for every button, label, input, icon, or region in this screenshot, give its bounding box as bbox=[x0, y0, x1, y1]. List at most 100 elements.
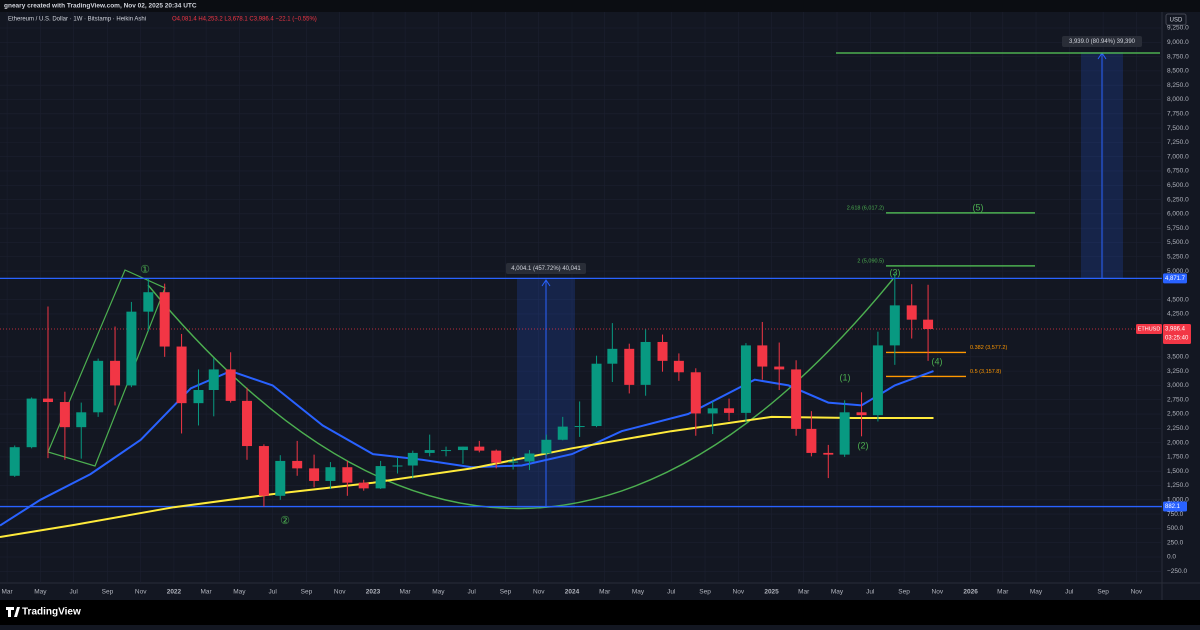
candle-body bbox=[491, 450, 502, 463]
candle-body bbox=[889, 305, 900, 346]
x-tick-label: Mar bbox=[599, 589, 611, 596]
level-label-box bbox=[1163, 501, 1187, 512]
x-tick-label: Sep bbox=[500, 589, 512, 596]
candle-body bbox=[375, 466, 386, 489]
x-tick-label: Nov bbox=[533, 589, 545, 596]
wave-label: (2) bbox=[858, 440, 869, 450]
level-label-box bbox=[1163, 273, 1187, 284]
candle-body bbox=[474, 446, 485, 451]
candle-body bbox=[76, 412, 87, 428]
fib-label: 0.5 (3,157.8) bbox=[970, 369, 1001, 375]
x-tick-label: Sep bbox=[898, 589, 910, 596]
y-tick-label: 3,250.0 bbox=[1167, 368, 1189, 375]
candle-body bbox=[9, 447, 20, 476]
x-tick-label: Jul bbox=[667, 589, 676, 596]
y-tick-label: 750.0 bbox=[1167, 511, 1184, 518]
measure-label: 3,939.0 (80.94%) 39,390 bbox=[1069, 39, 1136, 45]
x-tick-label: May bbox=[632, 589, 645, 596]
candle-body bbox=[607, 348, 618, 364]
candle-body bbox=[292, 460, 303, 469]
x-tick-label: 2025 bbox=[764, 589, 779, 596]
candle-body bbox=[26, 398, 37, 448]
candle-body bbox=[640, 341, 651, 385]
candle-body bbox=[309, 468, 320, 481]
x-tick-label: Sep bbox=[102, 589, 114, 596]
x-tick-label: Sep bbox=[301, 589, 313, 596]
y-tick-label: 6,000.0 bbox=[1167, 211, 1189, 218]
x-tick-label: Nov bbox=[1131, 589, 1143, 596]
x-tick-label: May bbox=[1030, 589, 1043, 596]
candle-body bbox=[242, 400, 253, 447]
candle-body bbox=[325, 467, 336, 481]
y-tick-label: 2,500.0 bbox=[1167, 411, 1189, 418]
x-tick-label: Sep bbox=[699, 589, 711, 596]
candle-body bbox=[806, 428, 817, 453]
y-tick-label: 3,000.0 bbox=[1167, 382, 1189, 389]
x-tick-label: Nov bbox=[932, 589, 944, 596]
wave-label: (4) bbox=[932, 356, 943, 366]
candle-body bbox=[143, 292, 154, 312]
candle-body bbox=[757, 345, 768, 367]
x-tick-label: Jul bbox=[1065, 589, 1074, 596]
x-tick-label: May bbox=[432, 589, 445, 596]
candle-body bbox=[176, 346, 187, 404]
candle-body bbox=[159, 292, 170, 347]
candle-body bbox=[839, 412, 850, 455]
candle-body bbox=[508, 461, 519, 463]
footer-bar bbox=[0, 600, 1200, 625]
candle-body bbox=[457, 446, 468, 451]
y-tick-label: 8,500.0 bbox=[1167, 68, 1189, 75]
measure-label-group: 3,939.0 (80.94%) 39,390 bbox=[1062, 36, 1142, 47]
y-tick-label: 2,250.0 bbox=[1167, 425, 1189, 432]
x-tick-label: May bbox=[831, 589, 844, 596]
measure-label-box bbox=[506, 263, 586, 274]
candle-body bbox=[923, 319, 934, 330]
y-tick-label: 7,750.0 bbox=[1167, 110, 1189, 117]
price-tag bbox=[1163, 324, 1191, 345]
wave-label: (1) bbox=[840, 372, 851, 382]
fib-label: 2 (5,090.5) bbox=[857, 258, 884, 264]
y-tick-label: 0.0 bbox=[1167, 554, 1176, 561]
y-tick-label: 6,750.0 bbox=[1167, 168, 1189, 175]
x-tick-label: Jul bbox=[69, 589, 78, 596]
y-tick-label: 6,250.0 bbox=[1167, 196, 1189, 203]
y-tick-label: 3,500.0 bbox=[1167, 354, 1189, 361]
candle-body bbox=[774, 366, 785, 370]
logo-text: TradingView bbox=[22, 607, 81, 618]
x-tick-label: Nov bbox=[733, 589, 745, 596]
x-tick-label: Mar bbox=[798, 589, 810, 596]
credit: gneary created with TradingView.com, Nov… bbox=[4, 3, 197, 10]
candle-body bbox=[872, 345, 883, 416]
level-label: 882.1 bbox=[1165, 504, 1181, 510]
y-tick-label: 8,750.0 bbox=[1167, 53, 1189, 60]
candle-body bbox=[673, 360, 684, 373]
moving-average bbox=[0, 370, 934, 527]
currency-box bbox=[1165, 13, 1187, 26]
ohlc: O4,081.4 H4,253.2 L3,678.1 C3,986.4 −22.… bbox=[172, 17, 317, 23]
candle-body bbox=[557, 426, 568, 440]
x-tick-label: Jul bbox=[268, 589, 277, 596]
x-tick-label: 2026 bbox=[963, 589, 978, 596]
x-tick-label: Mar bbox=[997, 589, 1009, 596]
cup-curve bbox=[147, 278, 894, 510]
candle-body bbox=[258, 446, 269, 496]
measure-arrowhead bbox=[541, 279, 551, 287]
y-tick-label: 9,000.0 bbox=[1167, 39, 1189, 46]
candle-body bbox=[657, 341, 668, 361]
candle-body bbox=[193, 390, 204, 404]
y-tick-label: 7,000.0 bbox=[1167, 153, 1189, 160]
fib-label: 2.618 (6,017.2) bbox=[847, 205, 884, 211]
x-tick-label: Mar bbox=[201, 589, 213, 596]
candle-body bbox=[524, 453, 535, 462]
candle-body bbox=[856, 412, 867, 416]
candle-body bbox=[591, 363, 602, 427]
y-tick-label: −250.0 bbox=[1167, 568, 1187, 575]
y-tick-label: 4,500.0 bbox=[1167, 296, 1189, 303]
y-tick-label: 500.0 bbox=[1167, 525, 1184, 532]
candle-body bbox=[823, 452, 834, 455]
candle-body bbox=[407, 452, 418, 466]
symbol-tag bbox=[1136, 324, 1162, 335]
y-tick-label: 2,000.0 bbox=[1167, 439, 1189, 446]
